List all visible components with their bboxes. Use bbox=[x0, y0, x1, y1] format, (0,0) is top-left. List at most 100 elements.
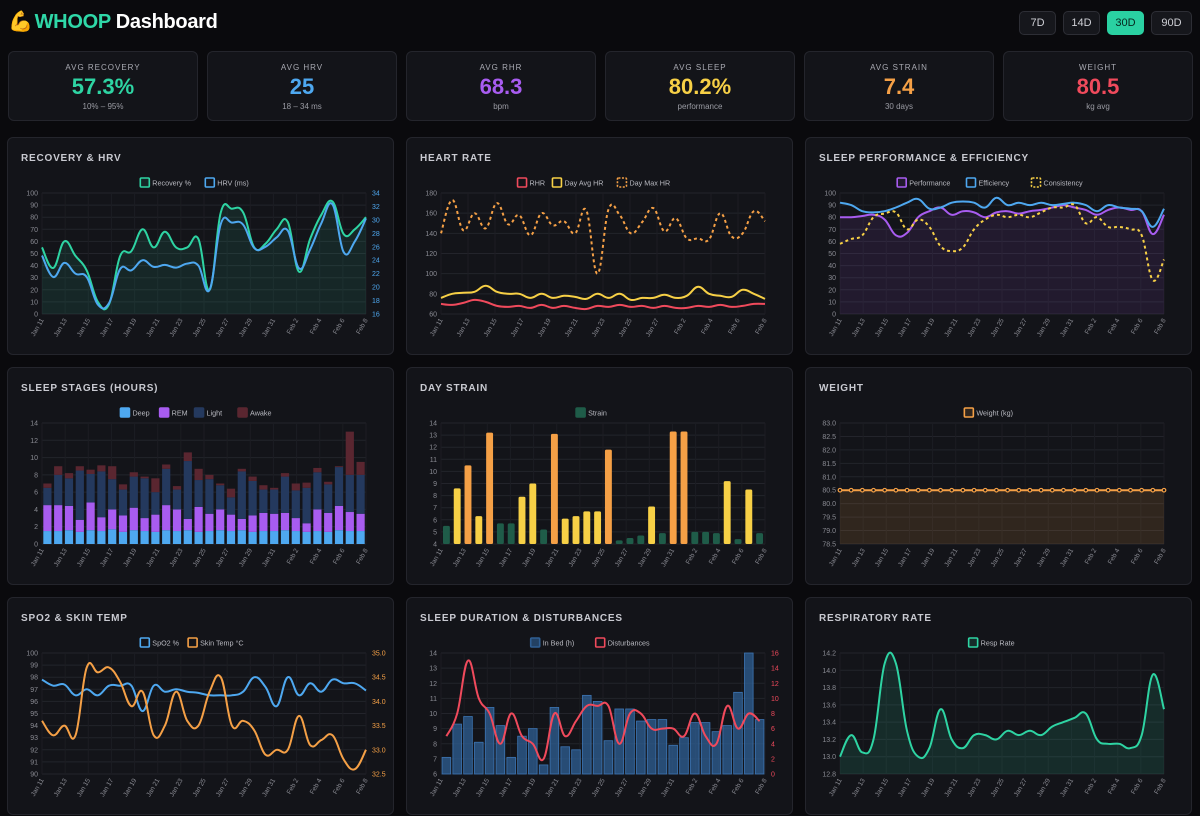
y-tick-label: 30 bbox=[30, 275, 38, 282]
stage-bar-segment bbox=[194, 480, 203, 507]
stage-bar-segment bbox=[313, 509, 322, 532]
x-tick-label: Jan 17 bbox=[510, 317, 526, 338]
chart-title: DAY STRAIN bbox=[420, 383, 489, 394]
chart-panel-weight: WEIGHT Weight (kg) 78.5 79.0 79.5 80.0 80.5 81… bbox=[805, 367, 1192, 585]
x-tick-label: Feb 8 bbox=[355, 777, 370, 795]
x-tick-label: Jan 25 bbox=[990, 777, 1006, 798]
y-tick-label: 93 bbox=[30, 735, 38, 742]
y2-tick-label: 32 bbox=[372, 204, 380, 211]
stage-bar-segment bbox=[248, 476, 257, 481]
chart-panel-heart-rate: HEART RATE RHR Day Avg HR Day Max HR 60 80 10… bbox=[406, 137, 793, 355]
strain-bar bbox=[702, 531, 710, 544]
legend-label: REM bbox=[172, 409, 188, 418]
stage-bar-segment bbox=[108, 479, 117, 510]
x-tick-label: Feb 2 bbox=[685, 547, 700, 565]
y2-tick-label: 35.0 bbox=[372, 651, 386, 658]
stage-bar-segment bbox=[97, 465, 106, 472]
stage-bar-segment bbox=[205, 531, 214, 544]
stage-bar-segment bbox=[356, 461, 365, 475]
legend-label: Performance bbox=[909, 179, 950, 188]
y-tick-label: 7 bbox=[433, 756, 437, 763]
stage-bar-segment bbox=[151, 492, 160, 515]
flexed-bicep-icon: 💪 bbox=[8, 11, 33, 33]
data-point bbox=[938, 487, 943, 493]
x-tick-label: Feb 8 bbox=[1153, 317, 1168, 335]
strain-bar bbox=[486, 432, 494, 544]
y2-tick-label: 14 bbox=[771, 666, 779, 673]
range-7d-button[interactable]: 7D bbox=[1019, 11, 1056, 35]
stage-bar-segment bbox=[302, 523, 311, 532]
x-tick-label: Jan 15 bbox=[874, 317, 890, 338]
x-tick-label: Feb 8 bbox=[355, 317, 370, 335]
series-line bbox=[41, 676, 367, 713]
y-tick-label: 0 bbox=[34, 542, 38, 549]
legend-label: Skin Temp °C bbox=[200, 639, 244, 648]
x-tick-label: Jan 11 bbox=[429, 547, 445, 568]
strain-bar bbox=[594, 511, 602, 544]
in-bed-bar bbox=[614, 708, 624, 775]
stage-bar-segment bbox=[313, 472, 322, 510]
stage-bar-segment bbox=[280, 512, 290, 531]
y-tick-label: 10 bbox=[828, 299, 836, 306]
stage-bar-segment bbox=[43, 505, 52, 532]
y-tick-label: 12.8 bbox=[822, 772, 836, 779]
strain-bar bbox=[496, 523, 504, 544]
legend-swatch bbox=[139, 177, 151, 188]
y2-tick-label: 12 bbox=[771, 681, 779, 688]
x-tick-label: Jan 19 bbox=[521, 777, 537, 798]
data-point bbox=[1083, 487, 1089, 493]
stat-value: 80.5 bbox=[1076, 74, 1120, 99]
strain-bar bbox=[669, 431, 677, 544]
stage-bar-segment bbox=[226, 531, 236, 544]
y-tick-label: 90 bbox=[30, 772, 38, 779]
data-point bbox=[1105, 487, 1111, 493]
y-tick-label: 80.0 bbox=[822, 501, 836, 508]
y-tick-label: 99 bbox=[30, 663, 38, 670]
data-point bbox=[871, 487, 876, 493]
stage-bar-segment bbox=[54, 531, 63, 544]
y-tick-label: 11 bbox=[430, 457, 437, 464]
stage-bar-segment bbox=[216, 509, 225, 531]
stage-bar-segment bbox=[172, 486, 182, 490]
x-tick-label: Feb 4 bbox=[708, 777, 723, 795]
y-tick-label: 70 bbox=[828, 227, 836, 234]
stat-card-sleep: AVG SLEEP 80.2% performance bbox=[605, 51, 795, 121]
y2-tick-label: 26 bbox=[372, 244, 380, 251]
stage-bar-segment bbox=[64, 530, 74, 544]
x-tick-label: Jan 21 bbox=[943, 547, 959, 568]
in-bed-bar bbox=[517, 735, 527, 775]
stage-bar-segment bbox=[108, 509, 117, 530]
stage-bar-segment bbox=[129, 476, 138, 508]
x-tick-label: Jan 29 bbox=[637, 547, 653, 568]
chart-panel-spo2-skin-temp: SPO2 & SKIN TEMP SpO2 % Skin Temp °C 90 91 9… bbox=[7, 597, 394, 815]
legend-swatch bbox=[616, 177, 628, 188]
range-30d-button[interactable]: 30D bbox=[1107, 11, 1144, 35]
stage-bar-segment bbox=[259, 531, 268, 544]
legend-swatch bbox=[139, 637, 151, 648]
series-line bbox=[41, 199, 367, 311]
y2-tick-label: 33.0 bbox=[372, 747, 386, 754]
legend-swatch bbox=[1030, 177, 1042, 188]
stage-bar-segment bbox=[356, 513, 365, 532]
range-90d-button[interactable]: 90D bbox=[1151, 11, 1192, 35]
x-tick-label: Jan 31 bbox=[1059, 547, 1075, 568]
x-tick-label: Feb 4 bbox=[309, 777, 324, 795]
legend-label: Light bbox=[207, 409, 223, 418]
stage-bar-segment bbox=[237, 518, 246, 531]
y-tick-label: 90 bbox=[30, 203, 38, 210]
range-14d-button[interactable]: 14D bbox=[1063, 11, 1100, 35]
y-tick-label: 91 bbox=[30, 759, 38, 766]
stage-bar-segment bbox=[97, 531, 106, 544]
x-tick-label: Feb 4 bbox=[1107, 317, 1122, 335]
legend-swatch bbox=[575, 407, 586, 418]
in-bed-bar bbox=[571, 749, 581, 775]
data-point bbox=[1072, 487, 1078, 493]
stage-bar-segment bbox=[54, 466, 63, 475]
x-tick-label: Feb 8 bbox=[1153, 777, 1168, 795]
x-tick-label: Jan 15 bbox=[475, 547, 491, 568]
stage-bar-segment bbox=[86, 473, 95, 503]
x-tick-label: Feb 4 bbox=[700, 317, 715, 335]
stat-card-recovery: AVG RECOVERY 57.3% 10% – 95% bbox=[8, 51, 198, 121]
x-tick-label: Jan 21 bbox=[145, 547, 161, 568]
sleep-stages-chart: Deep REM Light Awake 0 2 4 6 8 10 12 14 Jan 11 Jan 13… bbox=[30, 407, 370, 568]
